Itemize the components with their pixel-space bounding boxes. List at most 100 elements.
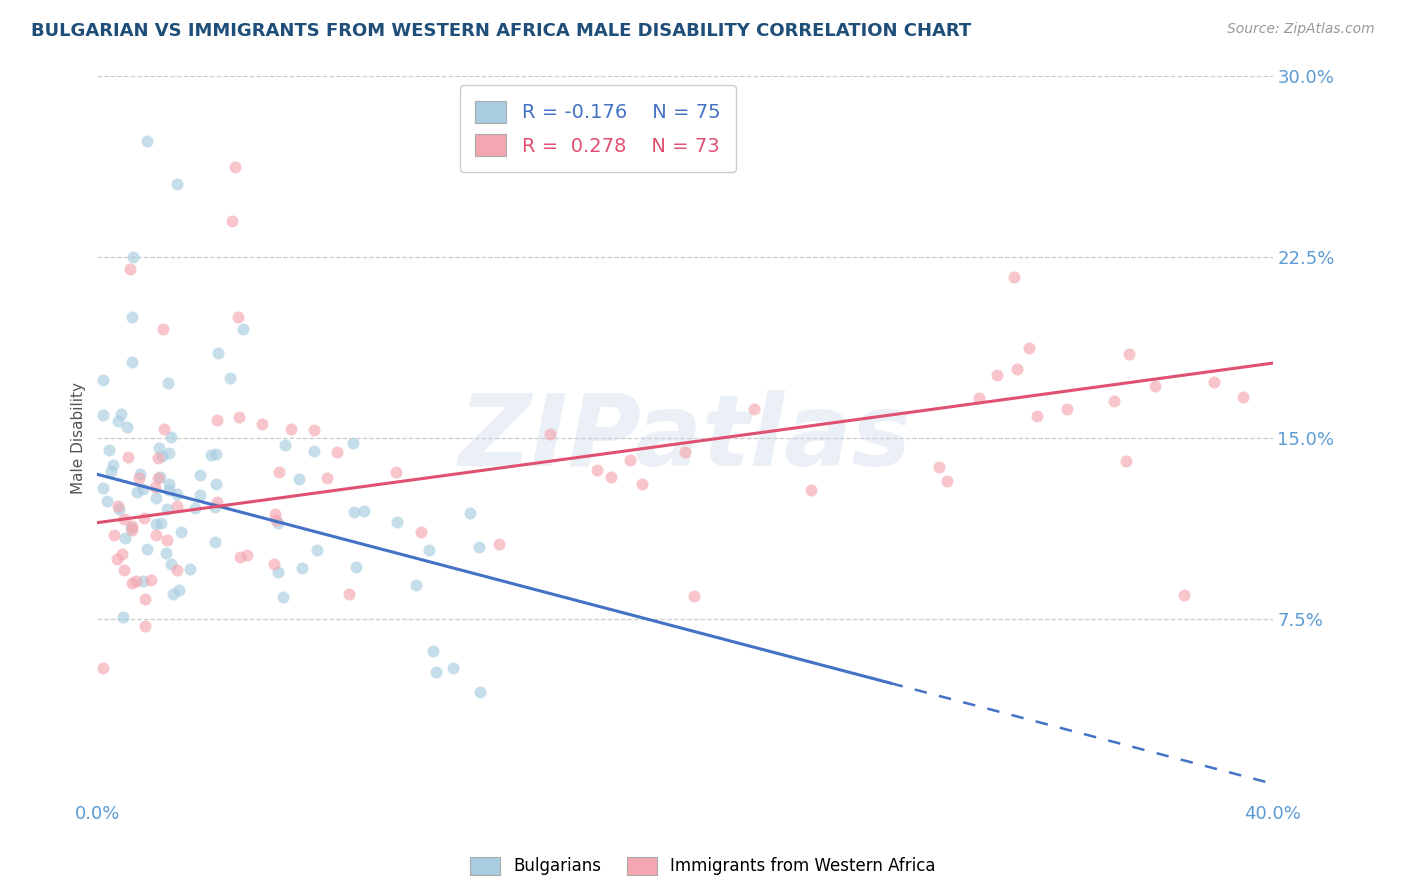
- Point: [538, 427, 561, 442]
- Point: [159, 557, 181, 571]
- Point: [152, 322, 174, 336]
- Point: [1202, 376, 1225, 390]
- Point: [91, 661, 114, 675]
- Point: [229, 550, 252, 565]
- Point: [207, 346, 229, 360]
- Point: [91, 373, 114, 387]
- Point: [236, 548, 259, 562]
- Point: [124, 574, 146, 588]
- Point: [114, 531, 136, 545]
- Point: [156, 502, 179, 516]
- Y-axis label: Male Disability: Male Disability: [72, 382, 86, 494]
- Point: [167, 583, 190, 598]
- Point: [121, 519, 143, 533]
- Point: [967, 392, 990, 406]
- Point: [91, 408, 114, 422]
- Point: [98, 442, 121, 457]
- Point: [600, 470, 623, 484]
- Point: [112, 563, 135, 577]
- Point: [418, 543, 440, 558]
- Point: [157, 376, 180, 390]
- Point: [928, 460, 950, 475]
- Point: [179, 562, 201, 576]
- Point: [337, 587, 360, 601]
- Point: [1118, 347, 1140, 361]
- Legend: Bulgarians, Immigrants from Western Africa: Bulgarians, Immigrants from Western Afri…: [463, 848, 943, 884]
- Point: [280, 422, 302, 436]
- Point: [132, 482, 155, 496]
- Text: BULGARIAN VS IMMIGRANTS FROM WESTERN AFRICA MALE DISABILITY CORRELATION CHART: BULGARIAN VS IMMIGRANTS FROM WESTERN AFR…: [31, 22, 972, 40]
- Point: [115, 420, 138, 434]
- Point: [422, 644, 444, 658]
- Point: [121, 523, 143, 537]
- Point: [134, 619, 156, 633]
- Point: [166, 500, 188, 514]
- Point: [111, 610, 134, 624]
- Point: [1143, 379, 1166, 393]
- Point: [302, 444, 325, 458]
- Point: [204, 447, 226, 461]
- Point: [1002, 269, 1025, 284]
- Point: [128, 471, 150, 485]
- Point: [342, 435, 364, 450]
- Point: [263, 557, 285, 571]
- Point: [149, 470, 172, 484]
- Point: [385, 516, 408, 530]
- Point: [232, 322, 254, 336]
- Point: [1018, 341, 1040, 355]
- Point: [630, 477, 652, 491]
- Point: [150, 516, 173, 530]
- Point: [190, 468, 212, 483]
- Point: [146, 450, 169, 465]
- Point: [228, 409, 250, 424]
- Text: ZIPatlas: ZIPatlas: [458, 390, 911, 486]
- Point: [200, 448, 222, 462]
- Point: [121, 355, 143, 369]
- Point: [166, 563, 188, 577]
- Point: [131, 574, 153, 588]
- Point: [134, 591, 156, 606]
- Point: [264, 513, 287, 527]
- Point: [103, 527, 125, 541]
- Point: [122, 250, 145, 264]
- Point: [267, 565, 290, 579]
- Point: [304, 423, 326, 437]
- Point: [800, 483, 823, 498]
- Point: [467, 540, 489, 554]
- Point: [221, 213, 243, 227]
- Point: [315, 471, 337, 485]
- Point: [274, 438, 297, 452]
- Point: [673, 445, 696, 459]
- Point: [111, 547, 134, 561]
- Point: [267, 516, 290, 530]
- Point: [291, 560, 314, 574]
- Point: [267, 465, 290, 479]
- Point: [128, 467, 150, 482]
- Point: [742, 402, 765, 417]
- Point: [488, 537, 510, 551]
- Point: [157, 445, 180, 459]
- Point: [153, 422, 176, 436]
- Point: [143, 479, 166, 493]
- Point: [384, 466, 406, 480]
- Point: [156, 533, 179, 547]
- Point: [1056, 402, 1078, 417]
- Point: [344, 560, 367, 574]
- Point: [1115, 454, 1137, 468]
- Point: [170, 524, 193, 539]
- Point: [986, 368, 1008, 383]
- Point: [136, 134, 159, 148]
- Point: [184, 501, 207, 516]
- Point: [936, 474, 959, 488]
- Point: [218, 371, 240, 385]
- Point: [409, 525, 432, 540]
- Point: [166, 178, 188, 192]
- Point: [139, 573, 162, 587]
- Point: [118, 261, 141, 276]
- Point: [1102, 393, 1125, 408]
- Point: [1005, 361, 1028, 376]
- Point: [353, 504, 375, 518]
- Point: [226, 310, 249, 325]
- Point: [107, 551, 129, 566]
- Point: [252, 417, 274, 431]
